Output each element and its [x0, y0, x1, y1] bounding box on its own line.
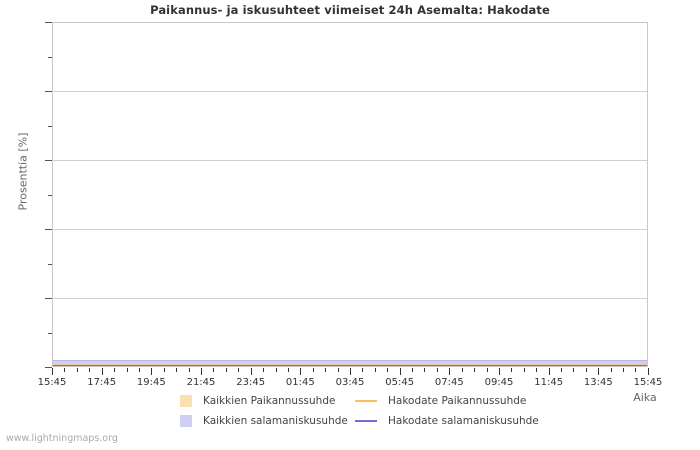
x-tick-minor-35 [635, 368, 637, 372]
y-tick-mark-20 [45, 298, 52, 299]
gridline-60 [53, 160, 647, 161]
x-tick-minor-1 [76, 368, 78, 372]
x-tick-minor-5 [138, 368, 140, 372]
x-tick-mark-12 [648, 368, 649, 375]
legend-label-hakodate-salamaniskusuhde: Hakodate salamaniskusuhde [388, 415, 539, 427]
x-tick-label-0: 15:45 [37, 377, 67, 388]
legend-swatch-icon-kaikkien-paikannussuhde [180, 395, 192, 407]
legend-line-icon-hakodate-paikannussuhde [355, 400, 377, 402]
x-tick-minor-25 [474, 368, 476, 372]
x-tick-minor-0 [64, 368, 66, 372]
x-tick-minor-17 [337, 368, 339, 372]
x-tick-mark-1 [101, 368, 103, 375]
x-tick-minor-23 [436, 368, 438, 372]
x-tick-minor-18 [362, 368, 364, 372]
x-tick-label-2: 19:45 [136, 377, 166, 388]
x-tick-label-9: 09:45 [484, 377, 514, 388]
x-tick-label-11: 13:45 [583, 377, 613, 388]
y-tick-mark-100 [45, 22, 52, 23]
x-tick-minor-19 [374, 368, 376, 372]
x-tick-mark-11 [598, 368, 600, 375]
legend-label-kaikkien-paikannussuhde: Kaikkien Paikannussuhde [203, 395, 336, 407]
x-tick-minor-33 [610, 368, 612, 372]
x-tick-minor-10 [225, 368, 227, 372]
x-tick-minor-6 [163, 368, 165, 372]
legend-swatch-icon-kaikkien-salamaniskusuhde [180, 415, 192, 427]
x-tick-mark-3 [201, 368, 202, 375]
legend-item-hakodate-salamaniskusuhde: Hakodate salamaniskusuhde [355, 413, 539, 429]
x-tick-minor-29 [536, 368, 538, 372]
x-tick-minor-16 [325, 368, 327, 372]
y-tick-mark-30 [48, 263, 52, 265]
y-axis-title: Prosenttia [%] [16, 132, 30, 211]
x-tick-label-8: 07:45 [434, 377, 464, 388]
legend-item-hakodate-paikannussuhde: Hakodate Paikannussuhde [355, 393, 526, 409]
x-tick-minor-12 [263, 368, 264, 372]
x-tick-mark-10 [548, 368, 550, 375]
x-tick-mark-5 [300, 368, 302, 375]
y-tick-mark-70 [48, 125, 52, 127]
gridline-20 [53, 298, 647, 299]
site-watermark: www.lightningmaps.org [6, 433, 118, 444]
chart-title: Paikannus- ja iskusuhteet viimeiset 24h … [150, 3, 550, 17]
x-tick-label-3: 21:45 [186, 377, 216, 388]
x-tick-minor-2 [89, 368, 91, 372]
x-tick-mark-2 [151, 368, 153, 375]
x-tick-minor-7 [176, 368, 178, 372]
legend-item-kaikkien-paikannussuhde: Kaikkien Paikannussuhde [180, 393, 335, 409]
x-tick-minor-4 [126, 368, 128, 372]
legend-item-kaikkien-salamaniskusuhde: Kaikkien salamaniskusuhde [180, 413, 348, 429]
x-tick-mark-6 [350, 368, 351, 375]
series-area-kaikkien-salamaniskusuhde [53, 360, 647, 366]
y-tick-mark-80 [45, 91, 52, 92]
x-tick-minor-27 [511, 368, 513, 372]
x-tick-minor-20 [387, 368, 389, 372]
x-tick-mark-4 [250, 368, 252, 375]
x-tick-minor-32 [585, 368, 587, 372]
x-tick-minor-15 [312, 368, 314, 372]
x-tick-mark-9 [499, 368, 500, 375]
x-tick-label-7: 05:45 [385, 377, 415, 388]
legend-label-kaikkien-salamaniskusuhde: Kaikkien salamaniskusuhde [203, 415, 348, 427]
x-tick-label-5: 01:45 [285, 377, 315, 388]
series-line-hakodate-salamaniskusuhde [53, 365, 647, 366]
x-tick-minor-13 [275, 368, 277, 372]
x-tick-label-6: 03:45 [335, 377, 365, 388]
x-tick-minor-24 [461, 368, 463, 372]
y-tick-mark-50 [48, 194, 52, 196]
legend-line-icon-hakodate-salamaniskusuhde [355, 420, 377, 422]
x-tick-label-10: 11:45 [534, 377, 564, 388]
plot-area [52, 22, 648, 367]
x-tick-label-12: 15:45 [633, 377, 663, 388]
x-tick-minor-8 [188, 368, 190, 372]
x-tick-minor-9 [213, 368, 215, 372]
x-tick-minor-14 [287, 368, 289, 372]
y-tick-mark-10 [48, 332, 52, 334]
y-tick-mark-0 [45, 367, 52, 368]
x-axis-title: Aika [633, 391, 657, 404]
y-tick-mark-40 [45, 229, 52, 230]
y-tick-mark-60 [45, 160, 52, 161]
x-tick-minor-22 [424, 368, 426, 372]
x-tick-minor-21 [412, 368, 413, 372]
x-tick-minor-3 [114, 368, 116, 372]
x-tick-minor-34 [623, 368, 624, 372]
x-tick-minor-31 [573, 368, 575, 372]
x-tick-mark-0 [52, 368, 53, 375]
x-tick-minor-28 [523, 368, 525, 372]
x-tick-minor-26 [486, 368, 488, 372]
gridline-40 [53, 229, 647, 230]
x-tick-label-1: 17:45 [87, 377, 117, 388]
legend-label-hakodate-paikannussuhde: Hakodate Paikannussuhde [388, 395, 527, 407]
x-tick-mark-7 [399, 368, 401, 375]
x-tick-minor-30 [561, 368, 562, 372]
x-tick-minor-11 [238, 368, 240, 372]
y-tick-mark-90 [48, 56, 52, 58]
x-tick-label-4: 23:45 [236, 377, 266, 388]
x-tick-mark-8 [449, 368, 451, 375]
gridline-80 [53, 91, 647, 92]
